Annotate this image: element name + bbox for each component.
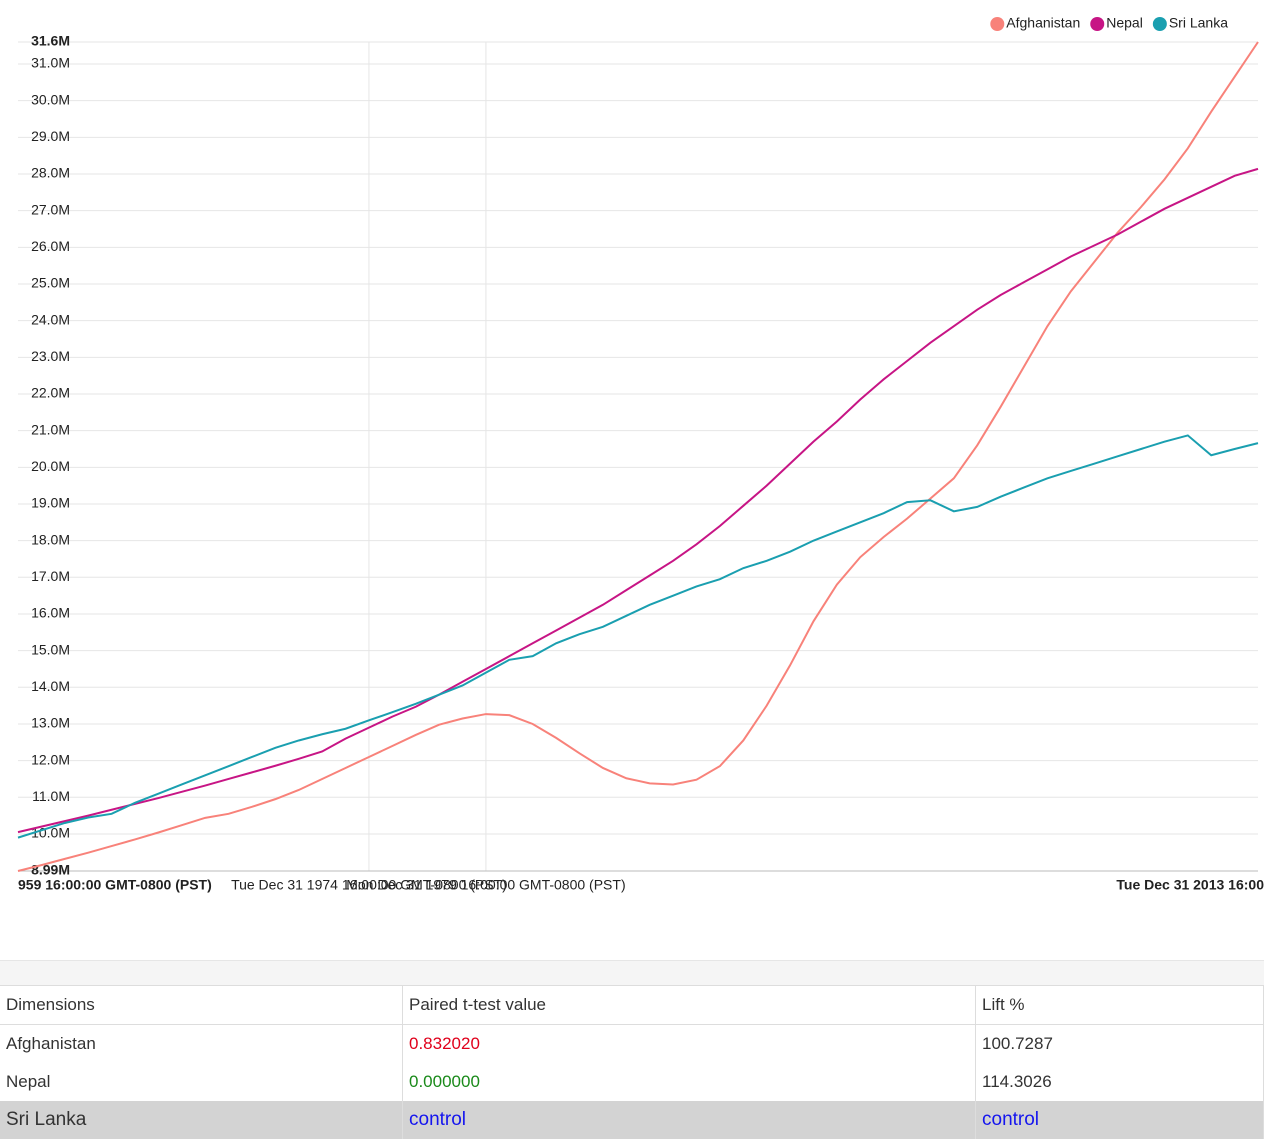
- y-tick-label: 24.0M: [31, 311, 70, 327]
- table-cell: 114.3026: [975, 1063, 1264, 1101]
- header-row: Dimensions Paired t-test value Lift %: [0, 985, 1264, 1025]
- legend: Sri Lanka Nepal Afghanistan: [990, 15, 1228, 31]
- y-tick-label: 14.0M: [31, 678, 70, 694]
- stats-table: Dimensions Paired t-test value Lift % Afgha…: [0, 985, 1264, 1139]
- y-tick-label: 28.0M: [31, 165, 70, 181]
- legend-label: Nepal: [1106, 15, 1143, 31]
- legend-marker: [1090, 17, 1105, 31]
- line: [17, 434, 1259, 839]
- table-cell: control: [402, 1101, 976, 1139]
- y-tick-label: 13.0M: [31, 715, 70, 731]
- y-tick-label: 23.0M: [31, 348, 70, 364]
- legend-label: Sri Lanka: [1169, 15, 1228, 31]
- y-tick-label: 11.0M: [32, 788, 70, 804]
- divider: [0, 960, 1264, 986]
- table-row: Sri Lanka control control: [0, 1101, 1264, 1139]
- table-row: Nepal 0.000000 114.3026: [0, 1063, 1264, 1101]
- y-tick-label: 10.0M: [31, 825, 70, 841]
- y-tick-label: 31.6M: [31, 33, 70, 49]
- y-tick-label: 30.0M: [31, 91, 70, 107]
- y-tick-label: 19.0M: [31, 495, 70, 511]
- y-tick-label: 17.0M: [31, 568, 70, 584]
- legend-marker: [1152, 17, 1167, 31]
- y-tick-label: 31.0M: [31, 55, 70, 71]
- table-cell: 0.832020: [402, 1024, 976, 1063]
- y-tick-label: 26.0M: [31, 238, 70, 254]
- y-tick-label: 29.0M: [31, 128, 70, 144]
- table-cell: 100.7287: [975, 1024, 1264, 1063]
- y-tick-label: 15.0M: [31, 641, 70, 657]
- legend-marker: [990, 17, 1005, 31]
- y-tick-label: 27.0M: [31, 201, 70, 217]
- chart: 8.99M 10.0M 11.0M 12.0M 13.0M 14.0M 15.0M 16.0M…: [17, 15, 1264, 893]
- y-tick-label: 25.0M: [31, 275, 70, 291]
- y-tick-label: 16.0M: [31, 605, 70, 621]
- table-cell: Nepal: [0, 1063, 403, 1101]
- x-tick-label: Tue Dec 31 1974 16:00:00 GMT-0800 (PST): [231, 877, 507, 893]
- y-tick-label: 12.0M: [31, 751, 70, 767]
- column-header: Lift %: [975, 985, 1264, 1025]
- table-row: Afghanistan 0.832020 100.7287: [0, 1024, 1264, 1063]
- x-tick-label: Tue Dec 31 2013 16:00: [1116, 877, 1264, 893]
- line: [17, 41, 1259, 872]
- y-tick-label: 18.0M: [31, 531, 70, 547]
- table-cell: control: [975, 1101, 1264, 1139]
- y-tick-label: 20.0M: [31, 458, 70, 474]
- line: [17, 167, 1259, 834]
- table-cell: Sri Lanka: [0, 1101, 403, 1139]
- table-cell: 0.000000: [402, 1063, 976, 1101]
- table-cell: Afghanistan: [0, 1024, 403, 1063]
- y-tick-label: 22.0M: [31, 385, 70, 401]
- column-header: Dimensions: [0, 985, 403, 1025]
- legend-label: Afghanistan: [1006, 15, 1080, 31]
- x-tick-label: Mon Dec 31 1979 16:00:00 GMT-0800 (PST): [346, 877, 625, 893]
- y-tick-label: 8.99M: [31, 862, 70, 878]
- y-tick-label: 21.0M: [31, 421, 70, 437]
- column-header: Paired t-test value: [402, 985, 976, 1025]
- x-tick-label: 959 16:00:00 GMT-0800 (PST): [18, 877, 212, 893]
